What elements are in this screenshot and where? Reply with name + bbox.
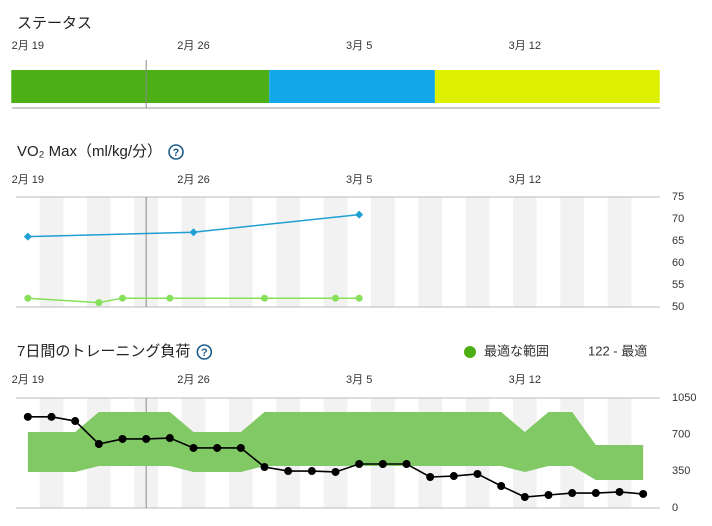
x-tick-label: 2月 19 — [12, 374, 44, 386]
point — [261, 294, 268, 302]
help-icon[interactable] — [168, 144, 184, 160]
status-segment — [434, 70, 660, 103]
point — [213, 443, 222, 452]
day-stripe — [323, 197, 348, 307]
point — [189, 443, 198, 452]
point — [236, 443, 245, 452]
point — [71, 417, 80, 426]
point — [355, 210, 364, 219]
x-tick-label: 3月 5 — [346, 374, 372, 386]
x-tick-label: 2月 26 — [177, 40, 209, 52]
optimal-band — [27, 412, 644, 481]
y-tick-label: 70 — [672, 213, 684, 225]
status-segment — [11, 70, 270, 103]
point — [307, 467, 316, 476]
day-stripe — [371, 197, 395, 307]
point — [23, 412, 32, 421]
point — [355, 294, 363, 302]
y-tick-label: 0 — [672, 502, 678, 514]
point — [639, 489, 648, 498]
x-tick-label: 3月 12 — [509, 374, 541, 386]
x-tick-label: 3月 5 — [346, 174, 372, 186]
y-tick-label: 1050 — [672, 392, 696, 404]
annotation: 122 - 最適 — [588, 343, 647, 358]
y-tick-label: 55 — [672, 279, 684, 291]
point — [355, 460, 364, 468]
section-title: VO₂ Max（ml/kg/分） — [17, 143, 162, 160]
section-title: ステータス — [17, 15, 92, 32]
point — [189, 228, 198, 237]
x-tick-label: 2月 19 — [12, 40, 44, 52]
point — [568, 489, 577, 498]
section-title: 7日間のトレーニング負荷 — [17, 343, 190, 360]
status-segment — [269, 70, 435, 103]
x-tick-label: 3月 12 — [509, 40, 541, 52]
point — [284, 467, 293, 476]
point — [119, 294, 126, 302]
point — [24, 294, 32, 302]
x-tick-label: 3月 12 — [509, 174, 541, 186]
point — [497, 482, 506, 490]
point — [260, 463, 269, 472]
day-stripe — [513, 197, 537, 307]
day-stripe — [276, 197, 300, 307]
point — [166, 294, 174, 302]
point — [332, 294, 339, 302]
day-stripe — [418, 197, 442, 307]
point — [520, 493, 529, 501]
point — [615, 487, 624, 496]
legend-label: 最適な範囲 — [484, 343, 549, 358]
y-tick-label: 75 — [672, 191, 684, 203]
legend-swatch — [464, 346, 476, 358]
point — [118, 434, 127, 443]
point — [94, 439, 103, 448]
day-stripe — [181, 197, 206, 307]
x-tick-label: 2月 19 — [12, 174, 44, 186]
y-tick-label: 700 — [672, 429, 690, 441]
help-icon[interactable] — [196, 344, 213, 360]
help-icon-text: ? — [173, 147, 180, 159]
x-tick-label: 2月 26 — [177, 374, 209, 386]
point — [591, 489, 600, 498]
x-tick-label: 2月 26 — [177, 174, 209, 186]
y-tick-label: 65 — [672, 235, 684, 247]
point — [449, 472, 458, 481]
y-tick-label: 60 — [672, 257, 684, 269]
day-stripe — [465, 197, 490, 307]
day-stripe — [607, 197, 632, 307]
point — [544, 491, 553, 500]
point — [95, 299, 103, 307]
day-stripe — [39, 197, 64, 307]
point — [47, 412, 56, 421]
point — [23, 232, 32, 241]
point — [331, 467, 340, 476]
day-stripe — [229, 197, 253, 307]
point — [426, 472, 435, 481]
day-stripe — [87, 197, 111, 307]
point — [378, 460, 387, 468]
day-stripe — [560, 197, 584, 307]
help-icon-text: ? — [201, 347, 208, 359]
point — [402, 460, 411, 468]
point — [473, 469, 482, 478]
y-tick-label: 50 — [672, 301, 684, 313]
point — [165, 434, 174, 443]
point — [142, 434, 151, 443]
y-tick-label: 350 — [672, 465, 690, 477]
x-tick-label: 3月 5 — [346, 40, 372, 52]
